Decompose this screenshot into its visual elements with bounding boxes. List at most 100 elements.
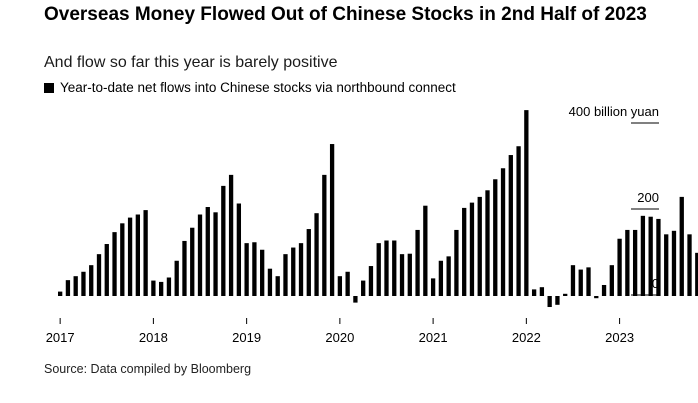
bar: [151, 280, 156, 296]
bar: [640, 215, 646, 296]
bar: [617, 238, 622, 296]
x-tick-label: 2021: [419, 330, 448, 345]
bar: [345, 271, 350, 296]
bar: [329, 144, 335, 296]
bar: [213, 212, 218, 296]
bar: [493, 179, 498, 296]
x-tick-label: 2019: [232, 330, 261, 345]
x-tick-label: 2020: [325, 330, 354, 345]
bar: [244, 243, 249, 296]
bar: [656, 218, 661, 296]
bar: [112, 232, 117, 296]
bar: [430, 278, 436, 296]
bar: [81, 271, 86, 296]
bar: [275, 276, 280, 296]
bar: [174, 260, 179, 296]
y-tick-label: 0: [652, 276, 659, 291]
bar: [516, 146, 521, 296]
bar: [353, 296, 358, 303]
bar: [197, 214, 203, 296]
bar: [236, 203, 242, 296]
bar: [547, 296, 552, 308]
legend-label: Year-to-date net flows into Chinese stoc…: [60, 80, 456, 95]
bar: [563, 293, 568, 296]
bar: [648, 216, 653, 296]
bar: [632, 229, 638, 296]
bar: [454, 229, 459, 296]
bar: [361, 280, 366, 296]
x-tick-label: 2018: [139, 330, 168, 345]
bar: [446, 256, 451, 296]
y-axis-ticks: 0 200 400 billion yuan: [569, 104, 659, 296]
bar: [89, 265, 94, 296]
bar: [469, 202, 475, 296]
bar: [306, 229, 311, 296]
bar: [166, 277, 172, 296]
x-axis-ticks: 20172018201920202021202220232024: [46, 318, 634, 345]
bar: [586, 267, 591, 296]
bar: [205, 207, 210, 296]
y-tick-label: 200: [637, 190, 659, 205]
bar: [625, 229, 630, 296]
bar: [314, 213, 319, 296]
bar: [159, 281, 164, 296]
bar: [578, 269, 583, 296]
legend-swatch: [44, 83, 54, 93]
bar: [679, 196, 684, 296]
bar: [508, 155, 513, 296]
bar: [539, 287, 545, 296]
bar: [524, 110, 529, 297]
bar: [664, 234, 669, 296]
x-tick-label: 2022: [512, 330, 541, 345]
bar: [601, 284, 607, 296]
chart-title: Overseas Money Flowed Out of Chinese Sto…: [44, 4, 647, 25]
bar: [462, 207, 467, 296]
bar: [555, 296, 560, 305]
y-tick-label: 400 billion yuan: [569, 104, 659, 119]
x-tick-label: 2023: [605, 330, 634, 345]
bar: [58, 291, 63, 296]
bar: [65, 280, 71, 296]
bar: [531, 289, 537, 296]
bar: [182, 240, 187, 296]
bar: [609, 265, 614, 296]
bar: [477, 196, 482, 296]
bar: [399, 254, 405, 296]
bar: [594, 296, 599, 299]
legend: Year-to-date net flows into Chinese stoc…: [44, 79, 456, 97]
bar: [687, 234, 692, 296]
bar: [423, 205, 428, 296]
bar: [485, 190, 490, 296]
bar: [407, 253, 412, 296]
bar: [221, 185, 226, 296]
bar: [143, 210, 148, 296]
bar: [127, 217, 133, 296]
bar: [337, 276, 343, 296]
bar: [135, 214, 140, 296]
bar: [438, 260, 444, 296]
bar: [671, 230, 677, 296]
bar: [368, 266, 374, 296]
bar: [252, 242, 257, 296]
source-note: Source: Data compiled by Bloomberg: [44, 362, 252, 376]
bar: [104, 244, 109, 296]
bar: [298, 243, 304, 296]
x-tick-label: 2017: [46, 330, 75, 345]
bar: [392, 240, 397, 296]
bar: [376, 243, 381, 296]
bar: [120, 223, 125, 296]
bar: [291, 247, 296, 296]
bar: [73, 276, 78, 296]
bar: [96, 254, 102, 296]
bar: [415, 229, 420, 296]
bar: [695, 252, 698, 296]
bar: [267, 268, 273, 296]
bar: [283, 254, 288, 296]
bar: [384, 240, 389, 296]
bar: [190, 227, 195, 296]
bar: [228, 174, 234, 296]
chart-subtitle: And flow so far this year is barely posi…: [44, 54, 338, 71]
bar: [322, 174, 327, 296]
bar: [570, 265, 576, 296]
